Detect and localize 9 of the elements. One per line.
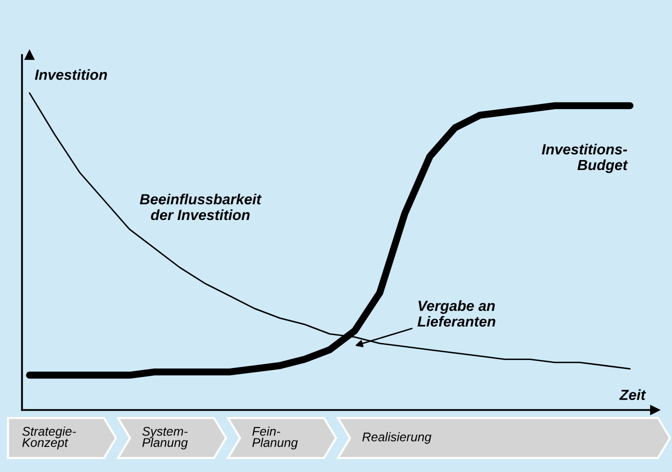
annotation: Vergabe an Lieferanten <box>418 300 496 327</box>
text: Realisierung <box>362 432 432 444</box>
text: Fein-Planung <box>252 426 298 450</box>
text: Strategie-Konzept <box>22 426 76 450</box>
text: System-Planung <box>142 426 188 450</box>
text: Investitions-Budget <box>542 144 628 174</box>
series-label: Beeinflussbarkeit der Investition <box>140 194 262 220</box>
y-axis-title: Investition <box>34 69 107 80</box>
x-axis-title: Zeit <box>619 389 646 400</box>
